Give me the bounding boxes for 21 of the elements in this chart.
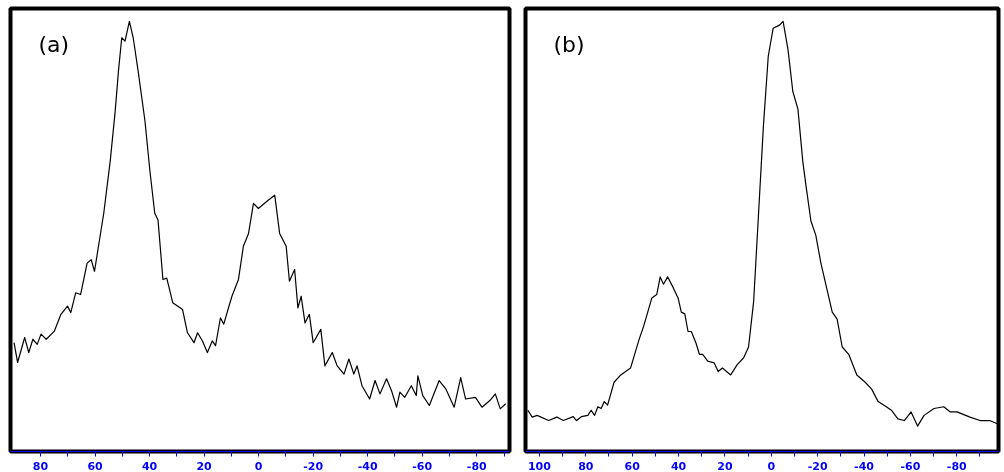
x-tick-label: 40: [141, 459, 158, 472]
x-tick-label: -80: [466, 459, 488, 472]
x-tick-label: -20: [807, 459, 828, 472]
x-tick-label: 60: [624, 459, 641, 472]
x-tick-label: 20: [717, 459, 733, 472]
x-tick-label: 0: [767, 459, 776, 472]
x-tick-label: 20: [196, 459, 213, 472]
x-tick-label: -60: [900, 459, 921, 472]
text: (a): [38, 31, 70, 57]
x-tick-label: -60: [412, 459, 433, 472]
x-tick-label: 80: [32, 459, 49, 472]
x-tick-label: 100: [527, 459, 552, 472]
x-tick-label: 40: [670, 459, 687, 472]
x-tick-label: -20: [303, 459, 324, 472]
x-tick-label: -80: [946, 459, 968, 472]
x-tick-label: 60: [87, 459, 104, 472]
x-tick-label: 80: [578, 459, 594, 472]
x-tick-label: 0: [254, 459, 263, 472]
x-tick-label: -40: [854, 459, 875, 472]
text: (b): [553, 31, 585, 57]
x-tick-label: -40: [357, 459, 378, 472]
